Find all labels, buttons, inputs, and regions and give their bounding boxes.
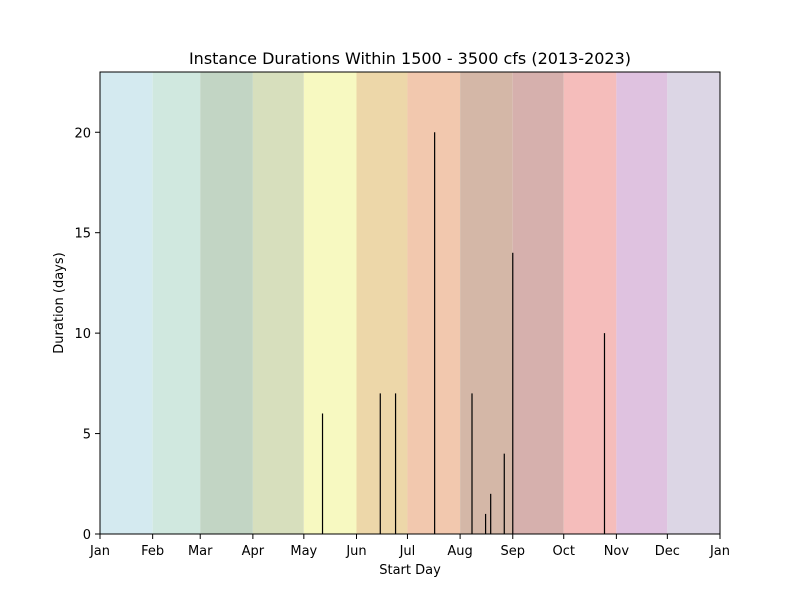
month-band	[616, 72, 668, 534]
x-tick-label: Sep	[501, 544, 526, 559]
y-tick-label: 15	[74, 227, 91, 242]
duration-bar	[434, 132, 436, 534]
x-tick-label: Feb	[141, 544, 164, 559]
month-bands	[100, 72, 720, 534]
duration-bar	[394, 393, 397, 534]
duration-bar	[512, 252, 514, 535]
x-tick-label: Apr	[242, 544, 265, 559]
duration-bar	[503, 453, 505, 534]
month-band	[100, 72, 153, 534]
duration-bars	[321, 132, 606, 535]
duration-bar	[490, 493, 492, 534]
y-axis-ticks: 0 5 10 15 20	[74, 126, 100, 543]
month-band	[252, 72, 304, 534]
y-axis-label: Duration (days)	[52, 252, 67, 353]
chart-title: Instance Durations Within 1500 - 3500 cf…	[189, 49, 631, 68]
duration-bar	[471, 393, 473, 534]
duration-bar	[603, 333, 606, 534]
y-tick-label: 5	[83, 428, 91, 443]
x-tick-label: Oct	[552, 544, 574, 559]
x-tick-label: Dec	[655, 544, 680, 559]
plot-frame	[99, 71, 721, 535]
month-band	[200, 72, 253, 534]
month-band	[303, 72, 357, 534]
month-band	[512, 72, 564, 534]
month-band	[407, 72, 461, 534]
y-tick-label: 0	[83, 528, 91, 543]
y-tick-label: 20	[74, 126, 91, 141]
x-tick-label: Jan	[709, 544, 730, 559]
month-band	[356, 72, 408, 534]
x-tick-label: May	[290, 544, 317, 559]
x-tick-label: Jan	[89, 544, 110, 559]
duration-bar	[379, 393, 381, 534]
x-tick-label: Mar	[188, 544, 213, 559]
duration-bar	[484, 513, 487, 534]
x-axis-ticks: Jan Feb Mar Apr May Jun Jul Aug Sep Oct Nov Dec Jan	[89, 534, 730, 559]
month-band	[563, 72, 617, 534]
x-tick-label: Aug	[447, 544, 472, 559]
month-band	[152, 72, 201, 534]
y-tick-label: 10	[74, 327, 91, 342]
month-band	[667, 72, 720, 534]
x-tick-label: Nov	[604, 544, 630, 559]
x-tick-label: Jun	[345, 544, 366, 559]
x-tick-label: Jul	[399, 544, 416, 559]
duration-bar	[321, 413, 324, 534]
x-axis-label: Start Day	[379, 563, 441, 578]
